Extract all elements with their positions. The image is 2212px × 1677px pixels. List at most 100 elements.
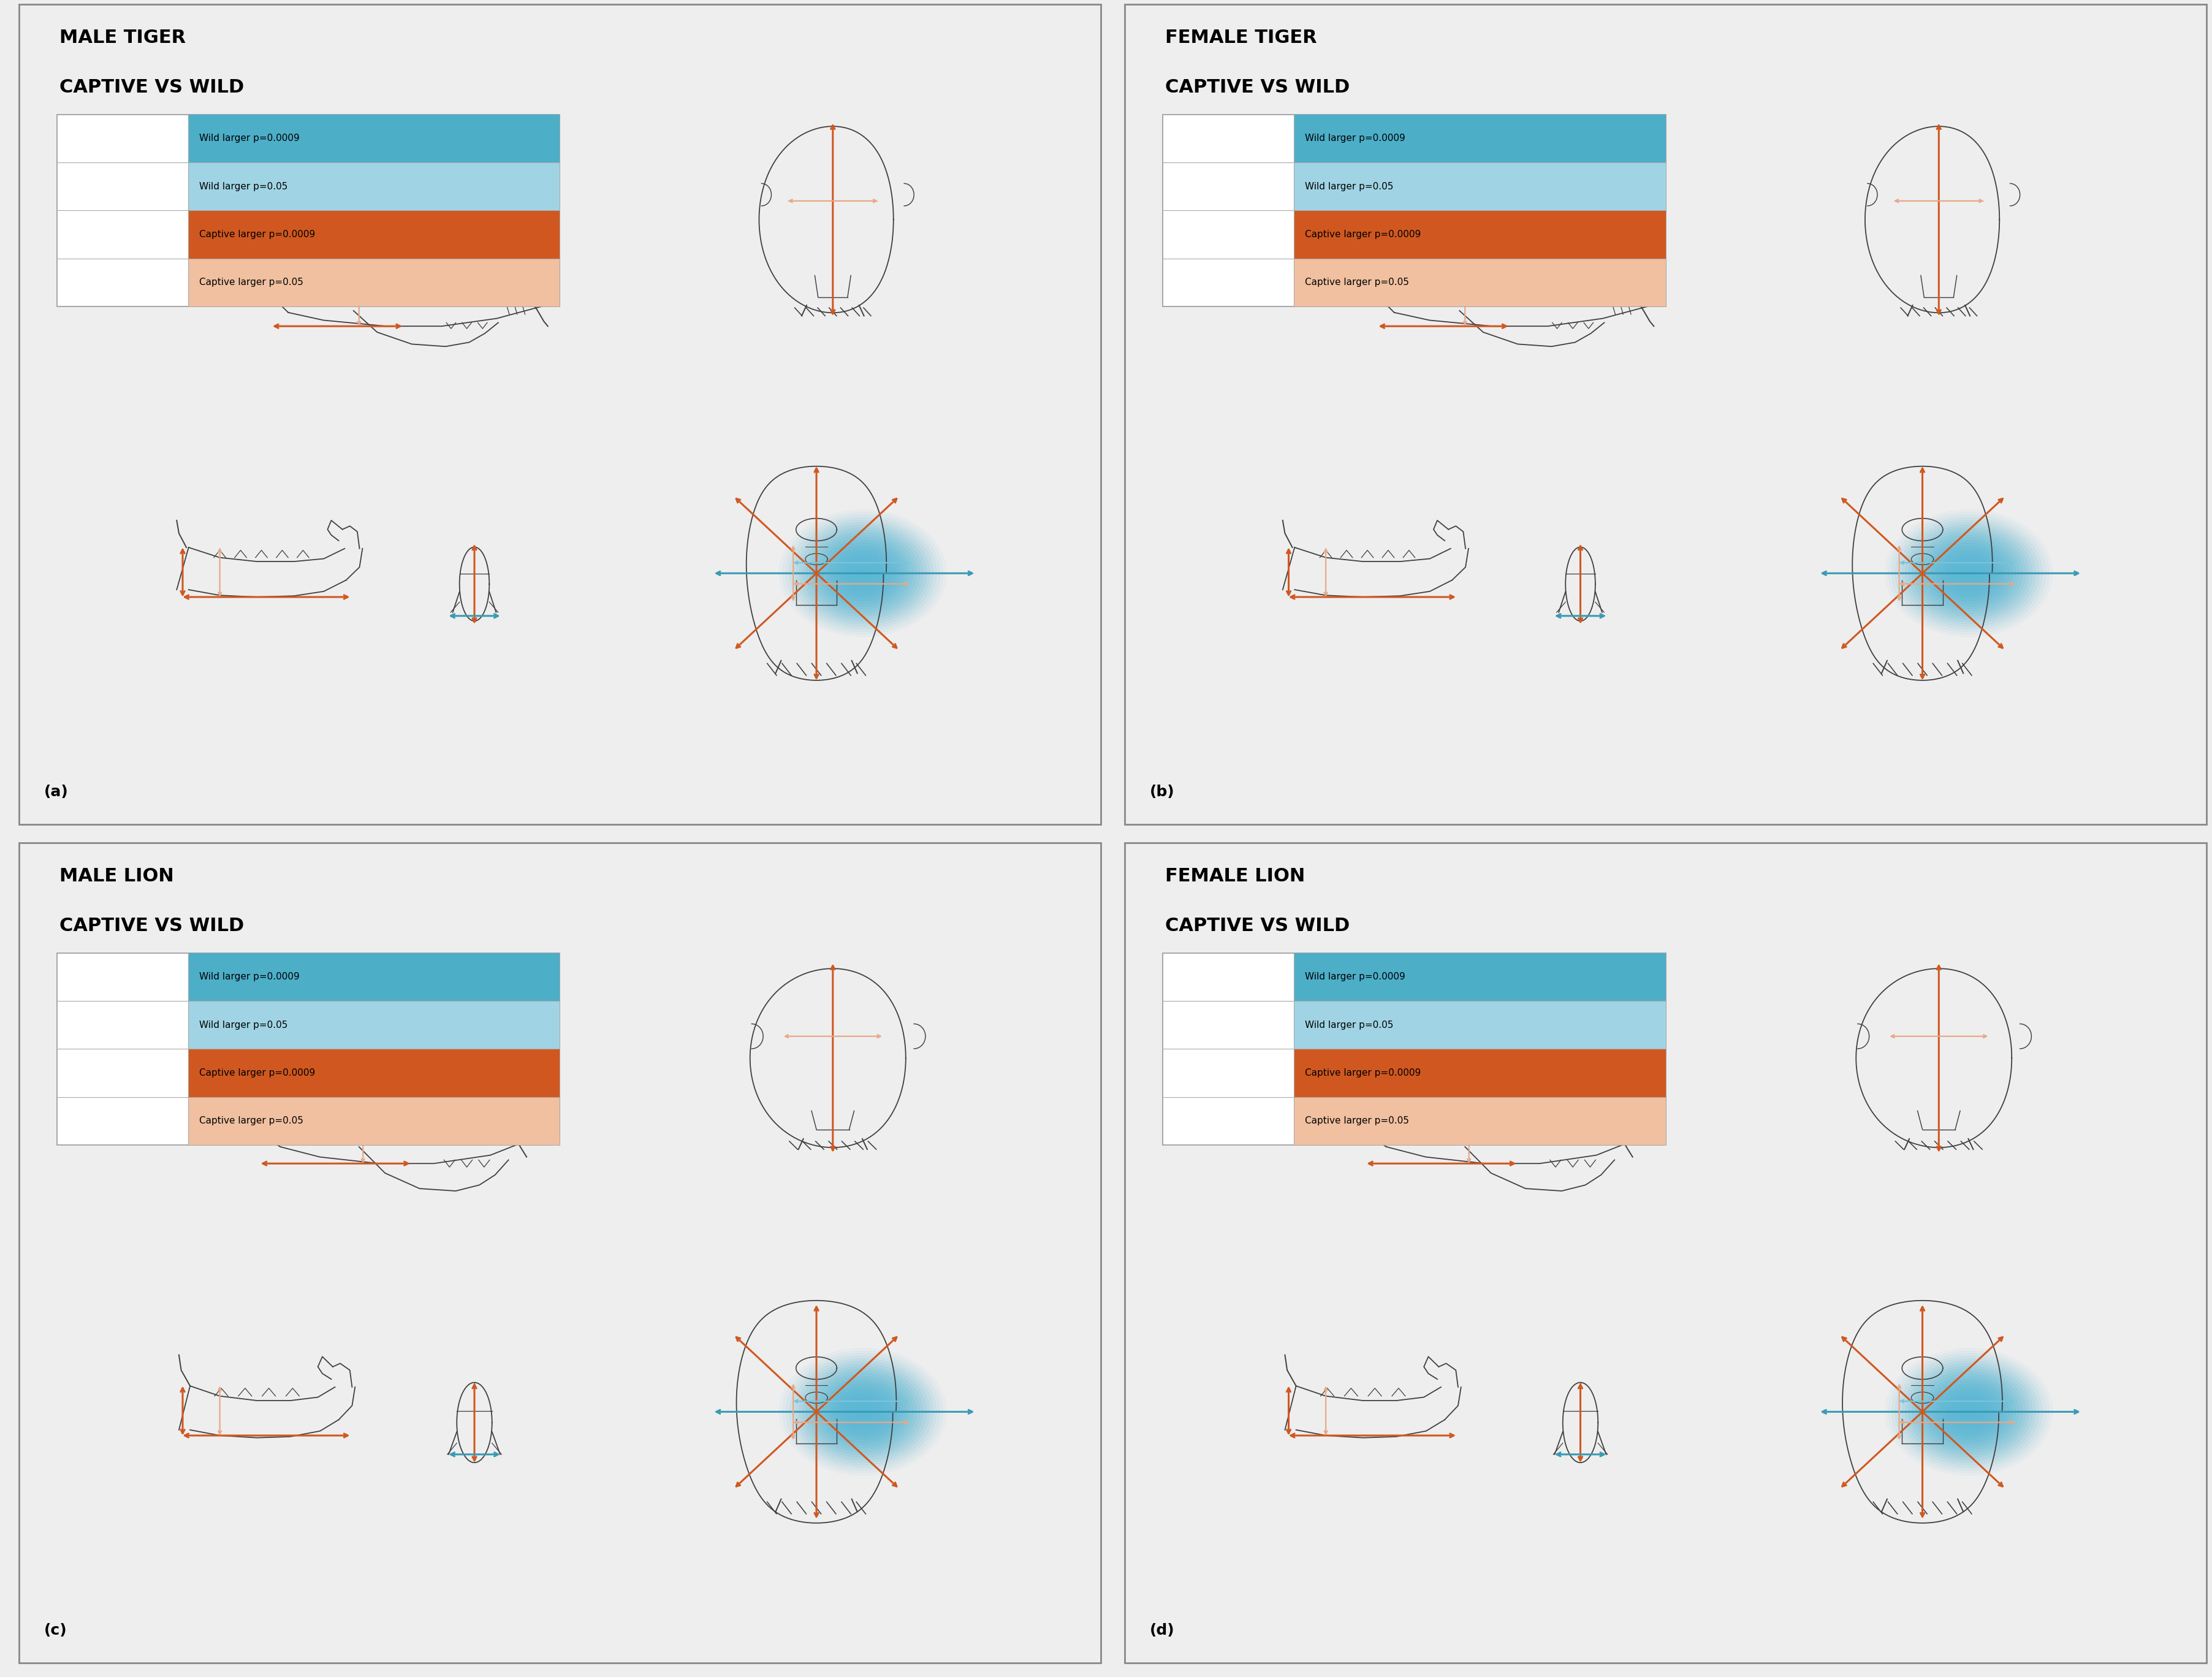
Circle shape bbox=[860, 1409, 867, 1414]
Bar bbox=[1294, 114, 1666, 163]
Circle shape bbox=[825, 545, 900, 600]
Bar bbox=[1294, 1097, 1666, 1145]
Bar bbox=[1294, 953, 1666, 1001]
Text: MALE TIGER: MALE TIGER bbox=[60, 29, 186, 47]
Text: CAPTIVE VS WILD: CAPTIVE VS WILD bbox=[1166, 917, 1349, 936]
Circle shape bbox=[823, 1382, 902, 1442]
Circle shape bbox=[1905, 525, 2033, 622]
Text: Wild larger p=0.05: Wild larger p=0.05 bbox=[1305, 1020, 1394, 1030]
Text: CAPTIVE VS WILD: CAPTIVE VS WILD bbox=[1166, 79, 1349, 97]
Circle shape bbox=[1891, 515, 2046, 632]
Circle shape bbox=[1902, 523, 2035, 624]
Circle shape bbox=[1953, 1399, 1986, 1424]
Circle shape bbox=[805, 530, 920, 617]
Circle shape bbox=[1916, 1372, 2022, 1452]
Circle shape bbox=[1966, 570, 1973, 575]
Circle shape bbox=[1918, 1373, 2020, 1451]
Circle shape bbox=[1931, 1384, 2006, 1439]
Text: Captive larger p=0.05: Captive larger p=0.05 bbox=[1305, 1117, 1409, 1125]
Circle shape bbox=[1891, 1353, 2046, 1471]
Circle shape bbox=[1953, 560, 1986, 585]
Text: Wild larger p=0.0009: Wild larger p=0.0009 bbox=[1305, 973, 1405, 981]
Circle shape bbox=[1924, 1378, 2013, 1444]
Text: (b): (b) bbox=[1150, 785, 1175, 800]
Circle shape bbox=[830, 548, 896, 599]
Text: Wild larger p=0.05: Wild larger p=0.05 bbox=[1305, 181, 1394, 191]
Text: FEMALE LION: FEMALE LION bbox=[1166, 867, 1305, 885]
Text: Captive larger p=0.05: Captive larger p=0.05 bbox=[1305, 278, 1409, 287]
Circle shape bbox=[1949, 558, 1989, 589]
Circle shape bbox=[1909, 528, 2028, 619]
Circle shape bbox=[816, 1377, 909, 1447]
Circle shape bbox=[1955, 1402, 1982, 1422]
Circle shape bbox=[856, 1407, 869, 1417]
Circle shape bbox=[1938, 550, 2000, 595]
Circle shape bbox=[1936, 548, 2002, 599]
Circle shape bbox=[847, 560, 880, 585]
Circle shape bbox=[1896, 1357, 2042, 1467]
Bar bbox=[188, 1097, 560, 1145]
Bar bbox=[58, 114, 560, 307]
Text: MALE LION: MALE LION bbox=[60, 867, 173, 885]
Circle shape bbox=[832, 550, 894, 595]
Circle shape bbox=[847, 1399, 880, 1424]
Circle shape bbox=[1929, 1382, 2008, 1442]
Circle shape bbox=[803, 528, 922, 619]
Text: (a): (a) bbox=[44, 785, 69, 800]
Text: Captive larger p=0.05: Captive larger p=0.05 bbox=[199, 1117, 303, 1125]
Circle shape bbox=[1898, 1358, 2039, 1466]
Text: CAPTIVE VS WILD: CAPTIVE VS WILD bbox=[60, 917, 243, 936]
Circle shape bbox=[830, 1387, 896, 1437]
Circle shape bbox=[1960, 565, 1980, 580]
Circle shape bbox=[856, 569, 869, 579]
Circle shape bbox=[1938, 1389, 2000, 1434]
Circle shape bbox=[1962, 569, 1975, 579]
Text: FEMALE TIGER: FEMALE TIGER bbox=[1166, 29, 1316, 47]
Text: Wild larger p=0.05: Wild larger p=0.05 bbox=[199, 1020, 288, 1030]
Circle shape bbox=[1896, 518, 2042, 629]
Circle shape bbox=[812, 1373, 914, 1451]
Bar bbox=[1294, 1048, 1666, 1097]
Text: Captive larger p=0.0009: Captive larger p=0.0009 bbox=[1305, 1068, 1420, 1078]
Circle shape bbox=[1922, 1377, 2015, 1447]
Circle shape bbox=[1960, 1404, 1980, 1419]
Circle shape bbox=[812, 535, 914, 612]
Circle shape bbox=[799, 525, 927, 622]
Circle shape bbox=[1929, 543, 2008, 604]
Bar bbox=[1294, 163, 1666, 210]
Circle shape bbox=[1905, 1363, 2033, 1461]
Circle shape bbox=[1949, 1397, 1989, 1427]
Circle shape bbox=[1942, 553, 1995, 594]
Circle shape bbox=[805, 1368, 920, 1456]
Circle shape bbox=[792, 1358, 933, 1466]
Circle shape bbox=[843, 558, 883, 589]
Circle shape bbox=[1942, 1392, 1995, 1432]
Circle shape bbox=[1902, 1362, 2035, 1462]
Circle shape bbox=[803, 1367, 922, 1457]
Circle shape bbox=[816, 538, 909, 609]
Circle shape bbox=[1955, 563, 1982, 584]
Text: Wild larger p=0.0009: Wild larger p=0.0009 bbox=[1305, 134, 1405, 143]
Circle shape bbox=[854, 565, 874, 580]
Circle shape bbox=[1931, 545, 2006, 600]
Circle shape bbox=[1916, 533, 2022, 614]
Circle shape bbox=[796, 523, 929, 624]
Bar bbox=[188, 163, 560, 210]
Text: Captive larger p=0.05: Captive larger p=0.05 bbox=[199, 278, 303, 287]
Bar bbox=[188, 258, 560, 307]
Circle shape bbox=[832, 1389, 894, 1434]
Circle shape bbox=[818, 540, 907, 605]
Text: Wild larger p=0.0009: Wild larger p=0.0009 bbox=[199, 134, 299, 143]
Circle shape bbox=[1909, 1367, 2028, 1457]
Circle shape bbox=[836, 553, 889, 594]
Circle shape bbox=[810, 1372, 916, 1452]
Circle shape bbox=[799, 1363, 927, 1461]
Circle shape bbox=[810, 533, 916, 614]
Circle shape bbox=[1962, 1407, 1975, 1417]
Bar bbox=[1294, 1001, 1666, 1048]
Text: (d): (d) bbox=[1150, 1623, 1175, 1638]
Bar bbox=[1164, 114, 1666, 307]
Bar bbox=[1294, 258, 1666, 307]
Bar bbox=[188, 114, 560, 163]
Circle shape bbox=[785, 1353, 940, 1471]
